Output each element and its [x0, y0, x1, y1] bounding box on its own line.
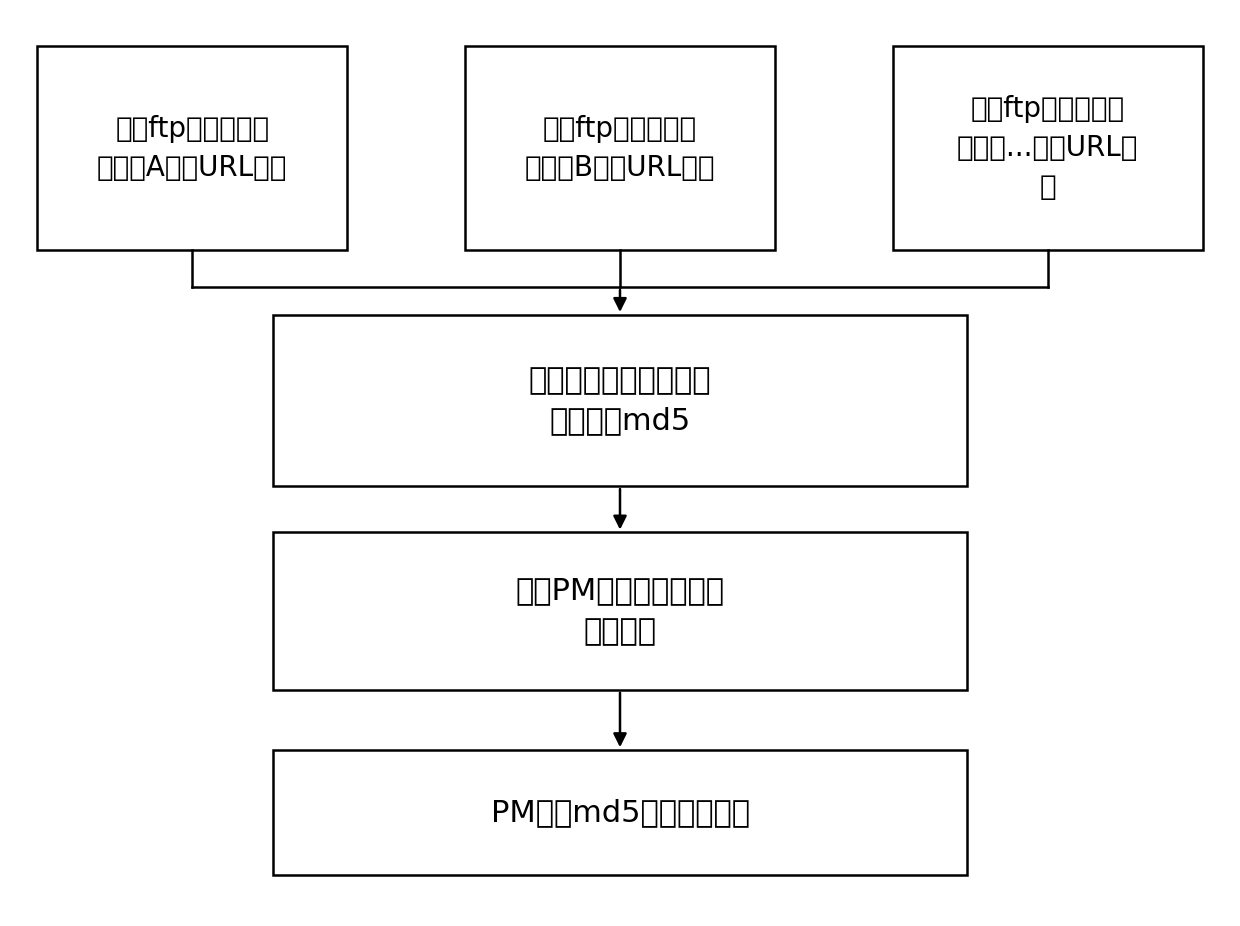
- Bar: [37, 46, 347, 250]
- Text: 通过ftp或浏览器输
入渠道B下载URL下载: 通过ftp或浏览器输 入渠道B下载URL下载: [525, 115, 715, 181]
- Bar: [273, 315, 967, 486]
- Text: PM根据md5配置升级提示: PM根据md5配置升级提示: [491, 798, 749, 827]
- Text: 传给PM渠道包提交应用
市场审核: 传给PM渠道包提交应用 市场审核: [516, 576, 724, 646]
- Text: 通过ftp或浏览器输
入渠道...下载URL下
载: 通过ftp或浏览器输 入渠道...下载URL下 载: [957, 95, 1138, 201]
- Bar: [273, 750, 967, 875]
- Text: 通过ftp或浏览器输
入渠道A下载URL下载: 通过ftp或浏览器输 入渠道A下载URL下载: [97, 115, 288, 181]
- Bar: [273, 532, 967, 690]
- Text: 下载到本地并计算每个
渠道包的md5: 下载到本地并计算每个 渠道包的md5: [528, 366, 712, 435]
- Bar: [465, 46, 775, 250]
- Bar: [893, 46, 1203, 250]
